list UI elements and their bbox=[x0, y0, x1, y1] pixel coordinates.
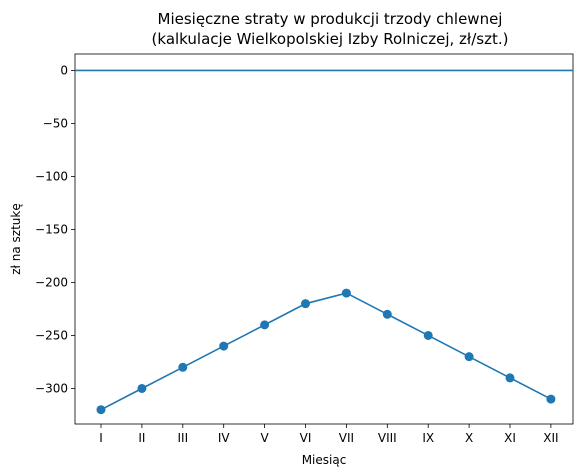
data-point bbox=[178, 362, 188, 372]
y-tick-label: −50 bbox=[43, 116, 68, 130]
x-tick-label: VII bbox=[339, 431, 354, 445]
x-tick-label: X bbox=[465, 431, 473, 445]
y-axis-label: zł na sztukę bbox=[9, 203, 23, 275]
data-point bbox=[219, 341, 229, 351]
data-point bbox=[423, 330, 433, 340]
x-tick-label: V bbox=[260, 431, 269, 445]
plot-area bbox=[74, 53, 574, 425]
data-point bbox=[260, 320, 270, 330]
y-tick-label: −250 bbox=[35, 328, 68, 342]
x-tick-label: XI bbox=[504, 431, 516, 445]
x-tick-label: VIII bbox=[378, 431, 397, 445]
y-tick-label: −100 bbox=[35, 169, 68, 183]
x-tick-label: IV bbox=[218, 431, 231, 445]
x-tick-label: I bbox=[99, 431, 103, 445]
y-tick-label: −300 bbox=[35, 381, 68, 395]
x-tick-label: II bbox=[138, 431, 145, 445]
chart-title: Miesięczne straty w produkcji trzody chl… bbox=[158, 10, 503, 28]
x-tick-label: VI bbox=[300, 431, 312, 445]
x-tick-label: III bbox=[177, 431, 188, 445]
data-point bbox=[137, 383, 147, 393]
data-point bbox=[505, 373, 515, 383]
y-tick-label: −200 bbox=[35, 275, 68, 289]
data-point bbox=[96, 405, 106, 415]
x-axis-label: Miesiąc bbox=[302, 453, 347, 467]
data-point bbox=[301, 299, 310, 309]
data-point bbox=[341, 288, 351, 298]
x-tick-label: IX bbox=[422, 431, 434, 445]
data-point bbox=[464, 352, 474, 362]
series-line bbox=[100, 292, 552, 411]
data-point bbox=[546, 394, 556, 404]
y-tick-label: −150 bbox=[35, 222, 68, 236]
data-point bbox=[382, 309, 392, 319]
y-tick-label: 0 bbox=[60, 63, 68, 77]
chart-subtitle: (kalkulacje Wielkopolskiej Izby Rolnicze… bbox=[152, 30, 509, 48]
x-tick-label: XII bbox=[543, 431, 558, 445]
